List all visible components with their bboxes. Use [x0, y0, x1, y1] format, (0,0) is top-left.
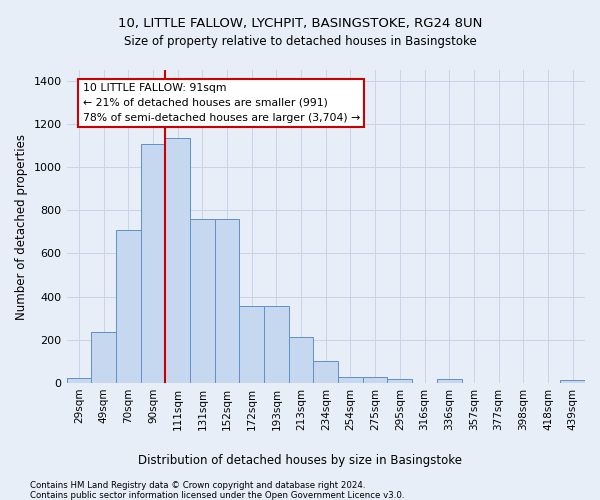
Text: 10 LITTLE FALLOW: 91sqm
← 21% of detached houses are smaller (991)
78% of semi-d: 10 LITTLE FALLOW: 91sqm ← 21% of detache… — [83, 83, 360, 122]
Text: Contains public sector information licensed under the Open Government Licence v3: Contains public sector information licen… — [30, 491, 404, 500]
Bar — [289, 336, 313, 383]
Bar — [91, 332, 116, 383]
Bar — [165, 138, 190, 383]
Bar — [560, 380, 585, 383]
Text: Size of property relative to detached houses in Basingstoke: Size of property relative to detached ho… — [124, 35, 476, 48]
Text: Distribution of detached houses by size in Basingstoke: Distribution of detached houses by size … — [138, 454, 462, 467]
Bar — [67, 378, 91, 383]
Text: 10, LITTLE FALLOW, LYCHPIT, BASINGSTOKE, RG24 8UN: 10, LITTLE FALLOW, LYCHPIT, BASINGSTOKE,… — [118, 18, 482, 30]
Bar — [140, 144, 165, 383]
Bar — [338, 376, 363, 383]
Bar — [363, 376, 388, 383]
Bar — [437, 379, 461, 383]
Y-axis label: Number of detached properties: Number of detached properties — [15, 134, 28, 320]
Bar — [215, 219, 239, 383]
Bar — [264, 306, 289, 383]
Text: Contains HM Land Registry data © Crown copyright and database right 2024.: Contains HM Land Registry data © Crown c… — [30, 481, 365, 490]
Bar — [239, 306, 264, 383]
Bar — [190, 219, 215, 383]
Bar — [388, 379, 412, 383]
Bar — [116, 230, 140, 383]
Bar — [313, 362, 338, 383]
